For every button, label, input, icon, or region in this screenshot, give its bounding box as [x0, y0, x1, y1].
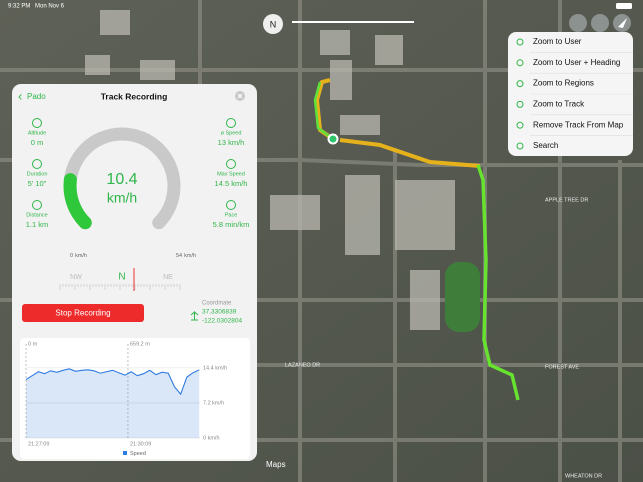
stat-icon — [226, 159, 236, 169]
stat-value: 14.5 km/h — [215, 179, 248, 188]
location-arrow — [618, 18, 627, 28]
back-button[interactable]: Pado — [27, 92, 46, 101]
map-type-button[interactable] — [591, 14, 609, 32]
compass-label: N — [118, 272, 125, 283]
stat-value: 0 m — [31, 138, 44, 147]
close-x — [237, 93, 243, 99]
stat-value: 5.8 min/km — [213, 220, 250, 229]
stat-value: 1.1 km — [26, 220, 49, 229]
y-tick-label: 7.2 km/h — [203, 400, 224, 406]
stat-label: Duration — [27, 171, 48, 177]
map-toolbar — [569, 14, 631, 32]
coordinate-label: Coordinate — [202, 301, 232, 307]
speed-area — [26, 368, 200, 438]
menu-item[interactable]: Zoom to User + Heading — [533, 58, 620, 67]
panel-title: Track Recording — [101, 91, 168, 101]
menu-icon — [516, 100, 524, 108]
stop-button[interactable] — [22, 304, 144, 322]
stat-label: Max Speed — [217, 171, 245, 177]
coordinate-lon: -122.0302804 — [202, 318, 243, 325]
menu-item[interactable]: Zoom to User — [533, 37, 582, 46]
x-tick-label: 0 m — [28, 341, 38, 347]
menu-icon — [516, 80, 524, 88]
compass-label: NE — [163, 274, 173, 281]
gauge-unit: km/h — [75, 253, 87, 259]
gauge-fill — [63, 173, 92, 230]
track-line — [476, 164, 520, 401]
map-compass[interactable] — [263, 14, 283, 34]
status-time: 9:32 PM — [8, 4, 30, 10]
track-line — [313, 81, 334, 141]
stat-label: Altitude — [28, 130, 46, 136]
maps-attribution: Maps — [266, 460, 286, 469]
coordinate-lat: 37.3306839 — [202, 309, 237, 316]
menu-items: Zoom to User Zoom to User + Heading Zoom t… — [516, 37, 633, 150]
street-label: FOREST AVE — [545, 364, 579, 370]
compass-label: NW — [70, 274, 82, 281]
menu-item[interactable]: Search — [533, 141, 558, 150]
legend-swatch — [123, 451, 127, 455]
stat-value: 13 km/h — [218, 138, 245, 147]
x-time-label: 21:27:09 — [28, 441, 49, 447]
coordinate-icon — [190, 310, 199, 321]
status-date: Mon Nov 6 — [35, 4, 65, 10]
gauge-min: 0 — [70, 253, 73, 259]
menu-icon — [516, 121, 524, 129]
gauge-max-label: 54 km/h — [176, 253, 196, 259]
stat-icon — [32, 159, 42, 169]
gauge-unit: km/h — [184, 253, 196, 259]
back-chevron[interactable]: ‹ — [18, 88, 22, 103]
y-tick-label: 14.4 km/h — [203, 365, 227, 371]
compass-n: N — [270, 19, 277, 29]
menu-icon — [516, 59, 524, 67]
user-location[interactable] — [327, 133, 339, 145]
street-label: LAZANEO DR — [285, 362, 320, 368]
stat-icon — [32, 200, 42, 210]
track-segment — [339, 138, 481, 168]
stat-label: Distance — [26, 212, 47, 218]
x-time-label: 21:30:09 — [130, 441, 151, 447]
sports-field — [445, 262, 480, 332]
stat-icon — [226, 118, 236, 128]
stat-icon — [32, 118, 42, 128]
stat-label: Pace — [225, 212, 238, 218]
y-tick-label: 0 km/h — [203, 435, 220, 441]
street-label: WHEATON DR — [565, 473, 602, 479]
legend-label: Speed — [130, 451, 146, 457]
gauge-unit: km/h — [107, 190, 137, 206]
map-buildings — [85, 10, 455, 330]
menu-item[interactable]: Zoom to Regions — [533, 79, 594, 88]
menu-item[interactable]: Zoom to Track — [533, 100, 585, 109]
layers-button[interactable] — [569, 14, 587, 32]
battery-icon — [616, 3, 632, 9]
scale-bar — [292, 21, 414, 23]
menu-icon — [516, 38, 524, 46]
menu-item[interactable]: Remove Track From Map — [533, 120, 624, 129]
gauge-max: 54 — [176, 253, 182, 259]
speed-line — [25, 368, 200, 396]
stat-icon — [226, 200, 236, 210]
gauge-value: 10.4 — [106, 171, 137, 188]
street-label: APPLE TREE DR — [545, 197, 588, 203]
speed-chart — [20, 338, 250, 459]
gauge-min-label: 0 km/h — [70, 253, 87, 259]
stop-button-label: Stop Recording — [55, 309, 110, 318]
stat-label: ø Speed — [221, 130, 242, 136]
stat-value: 5' 10" — [28, 179, 47, 188]
x-tick-label: 659.2 m — [130, 341, 150, 347]
menu-icon — [516, 142, 524, 150]
